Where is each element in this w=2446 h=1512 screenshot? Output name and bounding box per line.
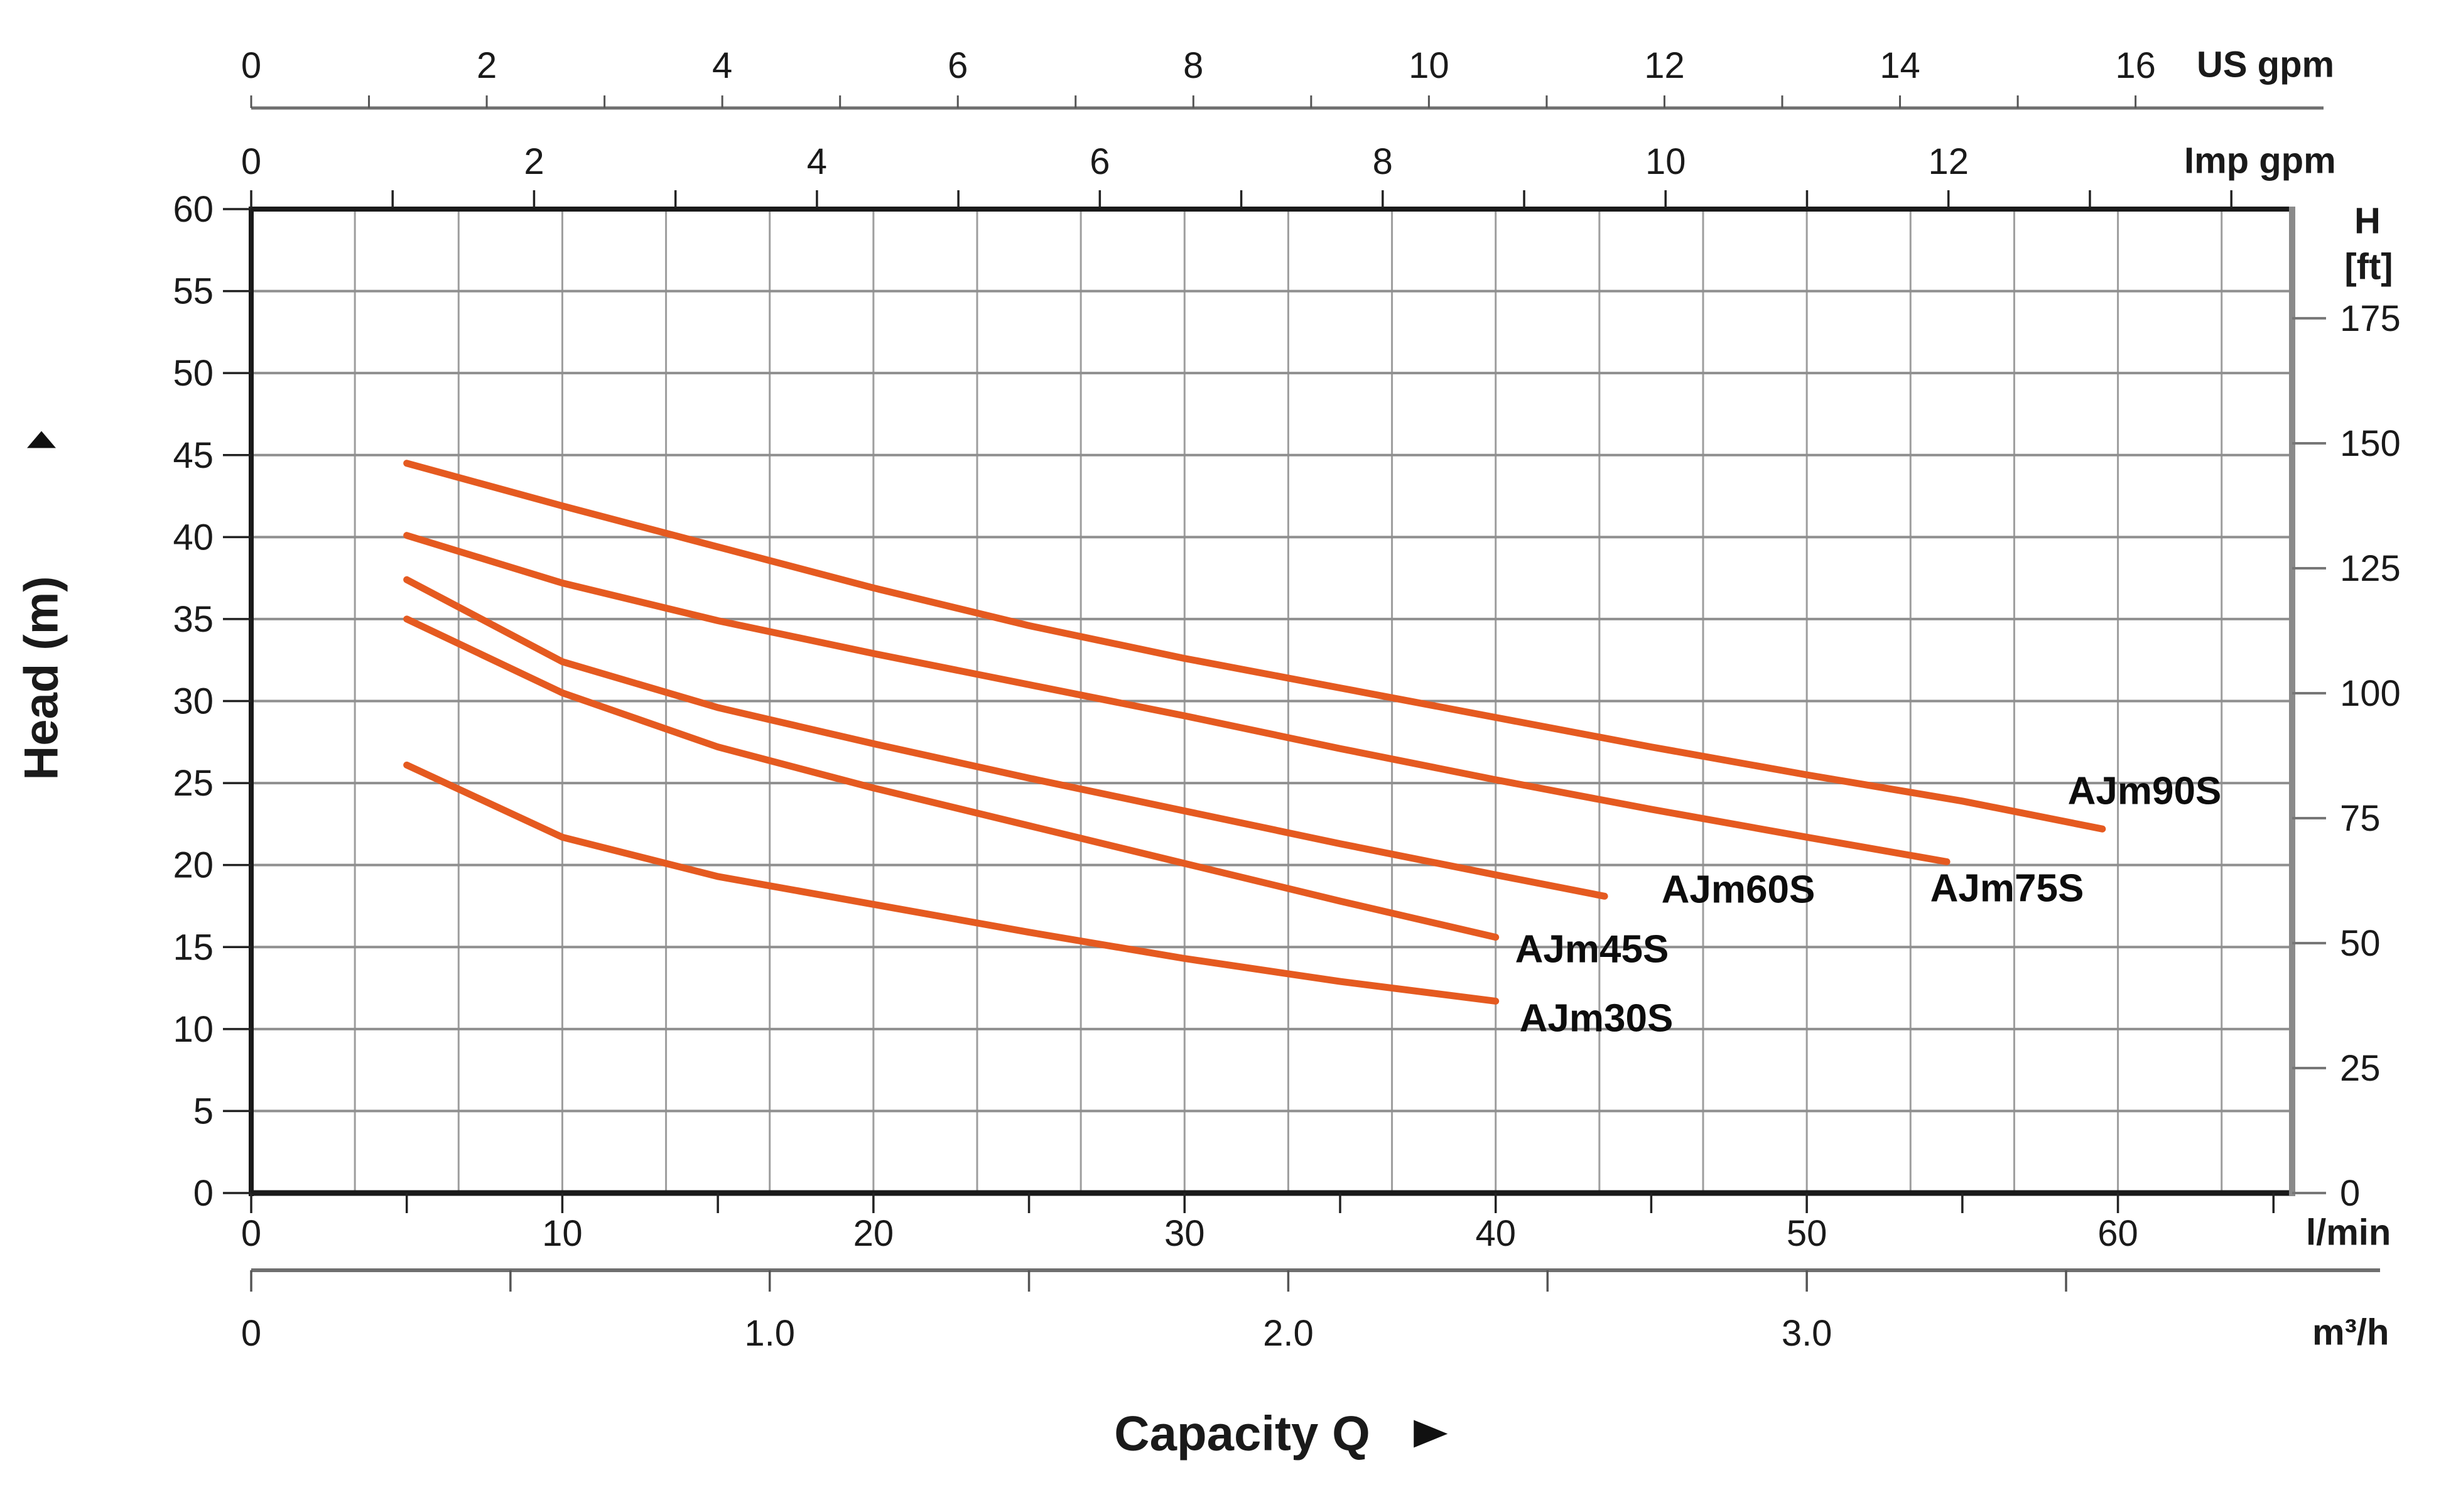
h-ft-tick-label: 25	[2340, 1048, 2381, 1089]
x-axis-title: Capacity Q	[1114, 1405, 1448, 1462]
pump-curve-ajm60s	[403, 576, 1608, 900]
h-ft-unit-label-ft: [ft]	[2344, 246, 2393, 288]
h-ft-unit-label-h: H	[2354, 200, 2381, 242]
head-m-tick-label: 55	[173, 271, 214, 312]
us-gpm-tick-label: 12	[1644, 45, 1685, 86]
us-gpm-tick-label: 14	[1880, 45, 1920, 86]
y-axis-title: Head (m)	[14, 576, 68, 780]
head-m-tick-label: 45	[173, 435, 214, 476]
head-m-tick-label: 5	[193, 1091, 214, 1131]
imp-gpm-tick-label: 6	[1090, 141, 1110, 182]
m3h-tick-label: 2.0	[1263, 1313, 1314, 1354]
curve-label-ajm45s: AJm45S	[1515, 927, 1669, 971]
head-m-tick-label: 20	[173, 845, 214, 886]
pump-curve-ajm45s	[403, 615, 1500, 941]
h-ft-tick-label: 75	[2340, 798, 2381, 839]
pump-curve-ajm30s	[403, 761, 1500, 1005]
imp-gpm-tick-label: 4	[807, 141, 827, 182]
curve-label-ajm90s: AJm90S	[2067, 769, 2222, 813]
head-m-tick-label: 25	[173, 763, 214, 804]
head-m-tick-label: 0	[193, 1173, 214, 1214]
imp-gpm-tick-label: 0	[241, 141, 261, 182]
lmin-tick-label: 10	[542, 1213, 583, 1254]
head-m-tick-label: 35	[173, 599, 214, 640]
us-gpm-tick-label: 0	[241, 45, 261, 86]
us-gpm-tick-label: 6	[948, 45, 968, 86]
us-gpm-tick-label: 16	[2115, 45, 2156, 86]
imp-gpm-tick-label: 10	[1645, 141, 1686, 182]
h-ft-tick-label: 0	[2340, 1173, 2360, 1214]
us-gpm-tick-label: 4	[712, 45, 732, 86]
lmin-tick-label: 0	[241, 1213, 261, 1254]
imp-gpm-tick-label: 8	[1373, 141, 1393, 182]
us-gpm-tick-label: 10	[1409, 45, 1449, 86]
m3h-tick-label: 3.0	[1782, 1313, 1832, 1354]
lmin-tick-label: 60	[2097, 1213, 2138, 1254]
m3h-tick-label: 0	[241, 1313, 261, 1354]
imp-gpm-tick-label: 12	[1928, 141, 1969, 182]
us-gpm-tick-label: 2	[477, 45, 497, 86]
right-arrow-icon	[1414, 1420, 1448, 1447]
lmin-tick-label: 20	[853, 1213, 894, 1254]
us-gpm-unit-label: US gpm	[2197, 44, 2335, 85]
lmin-unit-label: l/min	[2306, 1212, 2391, 1253]
lmin-tick-label: 40	[1475, 1213, 1516, 1254]
curve-label-ajm60s: AJm60S	[1661, 868, 1816, 912]
up-arrow-icon	[27, 431, 56, 448]
head-m-tick-label: 10	[173, 1009, 214, 1050]
imp-gpm-tick-label: 2	[524, 141, 544, 182]
head-m-tick-label: 15	[173, 927, 214, 968]
h-ft-tick-label: 50	[2340, 923, 2381, 964]
lmin-tick-label: 50	[1787, 1213, 1827, 1254]
h-ft-tick-label: 175	[2340, 298, 2401, 339]
head-m-tick-label: 50	[173, 353, 214, 394]
pump-curve-ajm75s	[403, 532, 1951, 865]
curve-label-ajm75s: AJm75S	[1930, 867, 2084, 910]
head-m-tick-label: 60	[173, 189, 214, 230]
lmin-tick-label: 30	[1164, 1213, 1205, 1254]
h-ft-tick-label: 100	[2340, 673, 2401, 714]
m3h-tick-label: 1.0	[744, 1313, 795, 1354]
head-m-tick-label: 30	[173, 681, 214, 722]
h-ft-tick-label: 125	[2340, 548, 2401, 589]
us-gpm-tick-label: 8	[1183, 45, 1203, 86]
h-ft-tick-label: 150	[2340, 423, 2401, 464]
curve-label-ajm30s: AJm30S	[1519, 996, 1674, 1040]
head-m-tick-label: 40	[173, 517, 214, 558]
imp-gpm-unit-label: Imp gpm	[2184, 140, 2336, 181]
pump-curve-ajm90s	[403, 460, 2106, 833]
x-axis-title-text: Capacity Q	[1114, 1405, 1370, 1461]
m3h-unit-label: m³/h	[2312, 1312, 2389, 1353]
